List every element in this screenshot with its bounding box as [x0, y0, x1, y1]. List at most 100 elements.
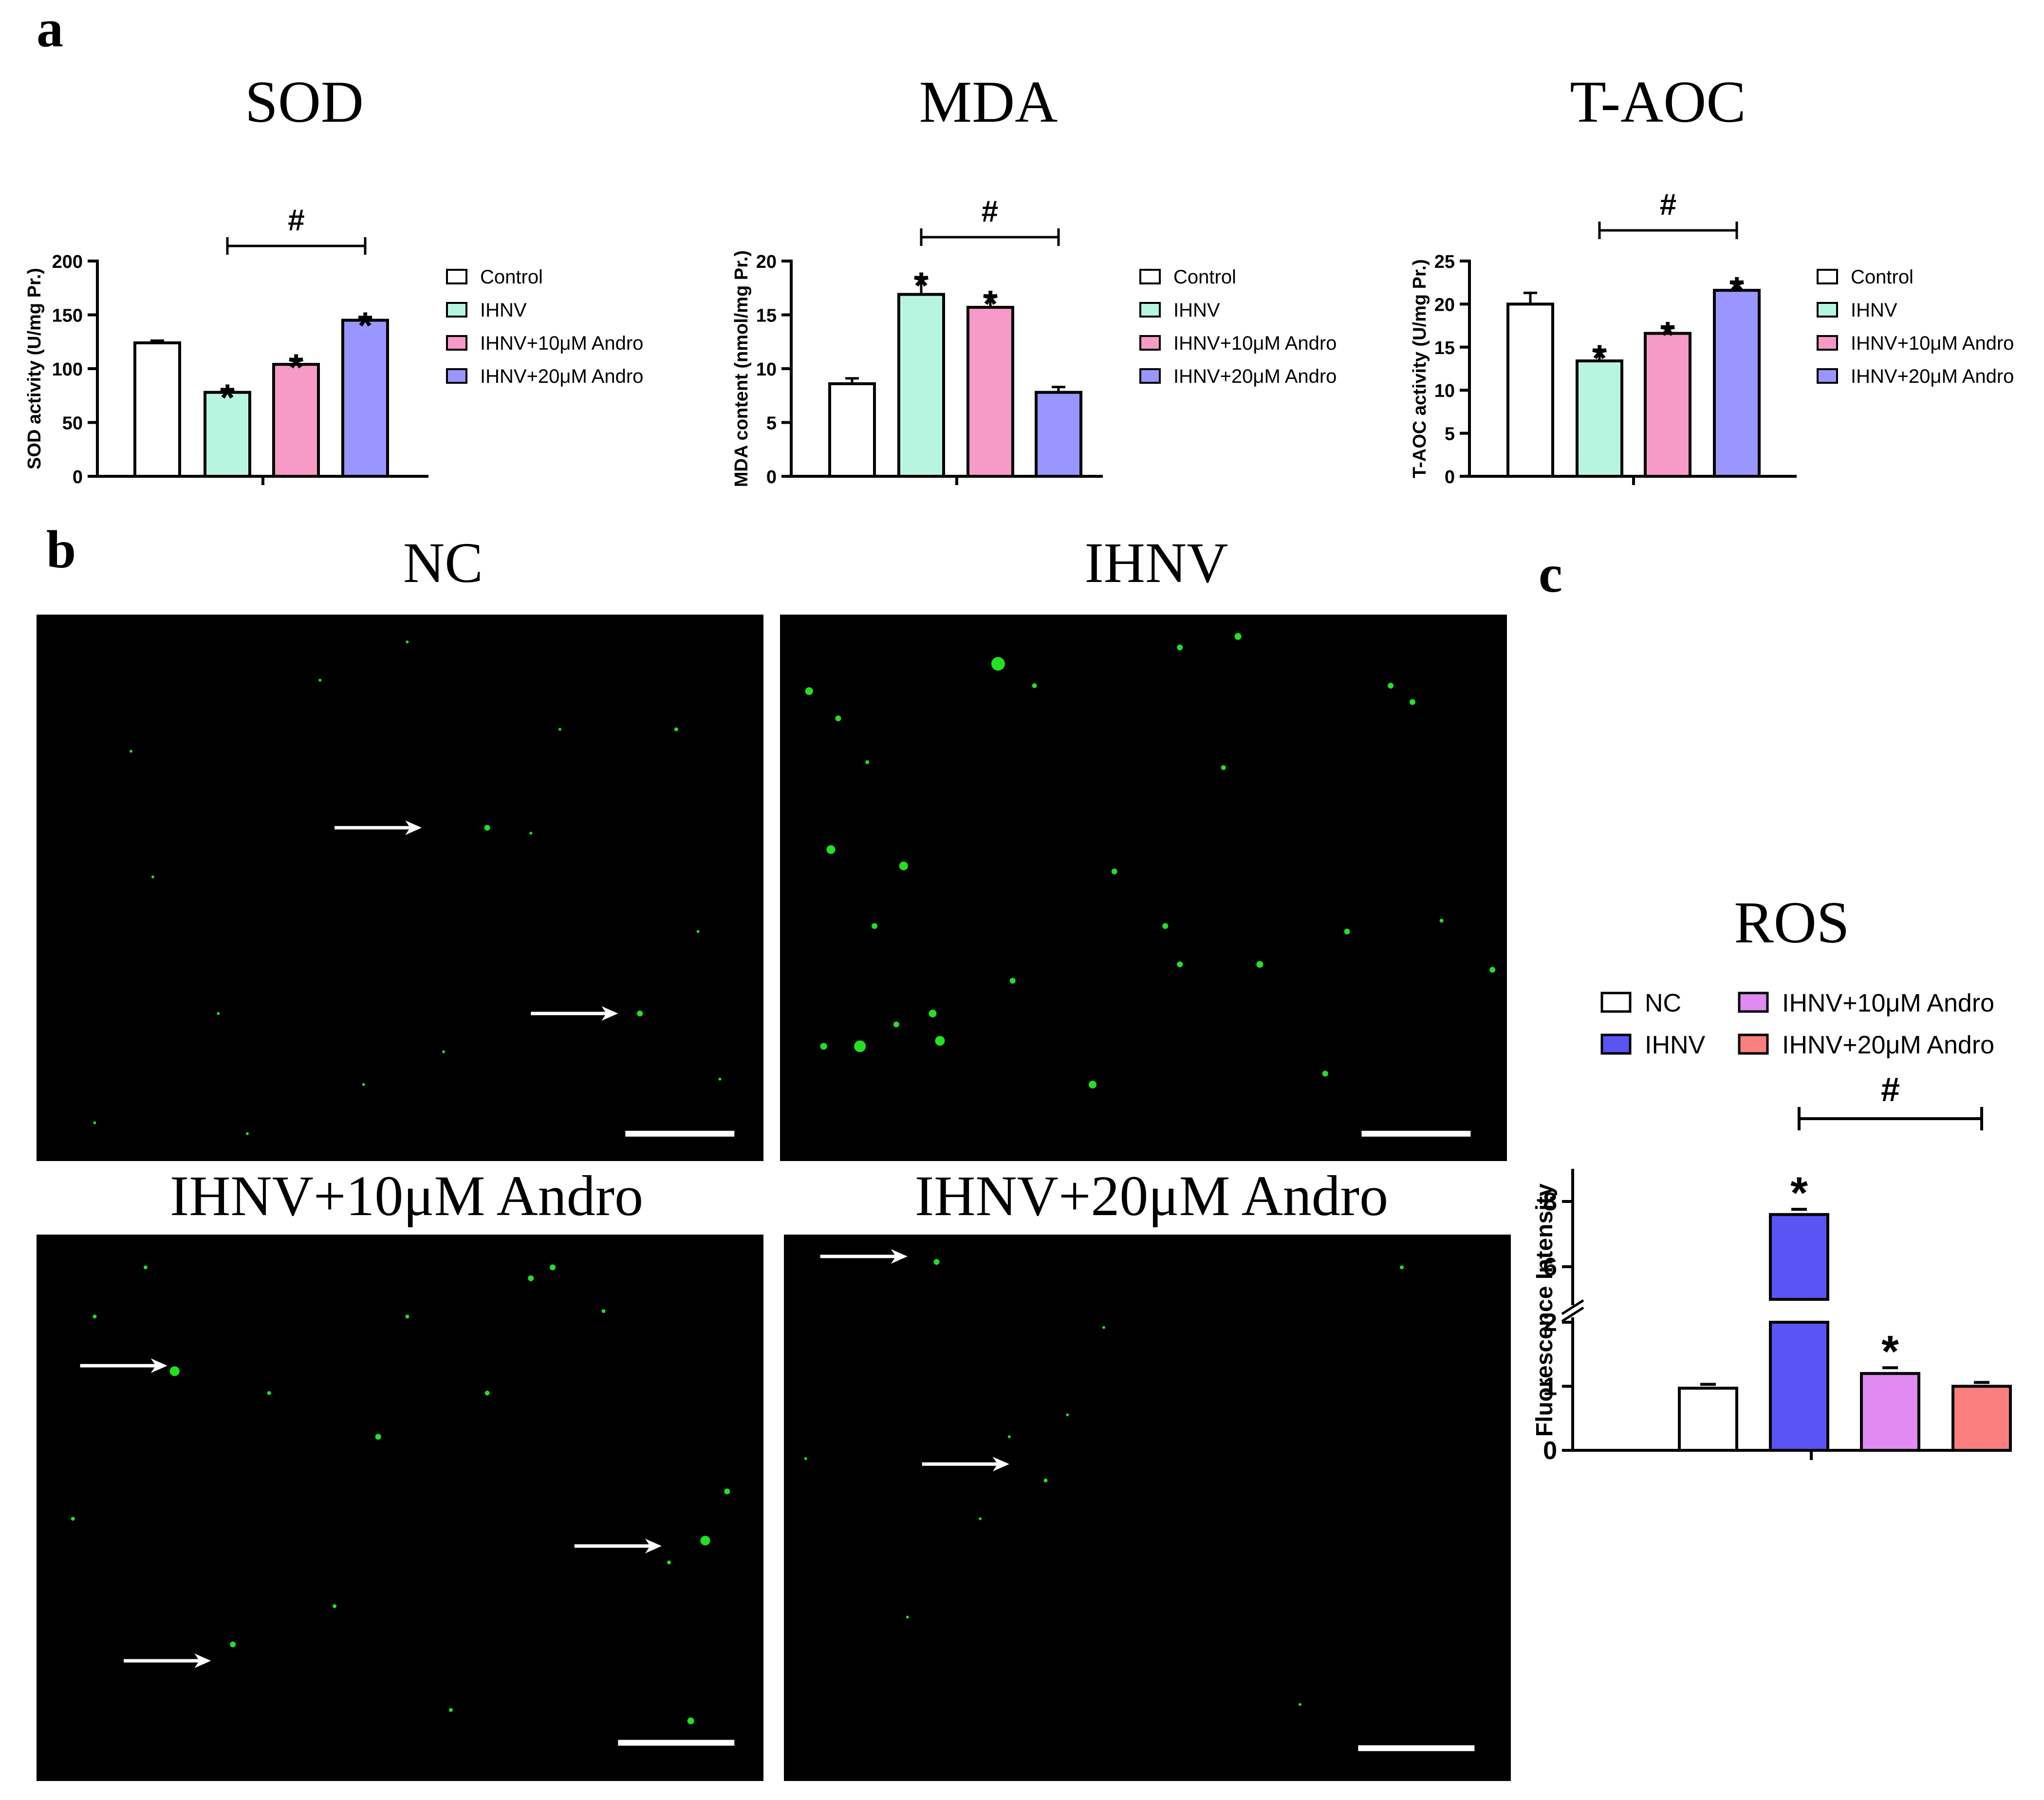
sod-y-axis-label: SOD activity (U/mg Pr.): [24, 268, 45, 469]
taoc-legend-swatch: [1817, 269, 1838, 284]
taoc-y-tick-label: 10: [1434, 381, 1455, 401]
micrograph-label-nc: NC: [403, 531, 483, 595]
ros-significance-star: *: [1790, 1168, 1808, 1218]
green-fluorescent-puncta: [865, 760, 870, 764]
sod-y-tick-label: 50: [62, 413, 83, 434]
sod-chart-title: SOD: [245, 69, 364, 135]
mda-legend-swatch: [1139, 269, 1161, 284]
micrograph-field: [37, 1235, 763, 1781]
taoc-legend-label: Control: [1851, 266, 1914, 288]
micrograph-field: [784, 1235, 1511, 1781]
taoc-y-tick-label: 5: [1445, 424, 1455, 445]
green-fluorescent-puncta: [245, 1132, 249, 1135]
mda-y-tick-label: 15: [756, 306, 777, 326]
arrow-icon: [992, 1457, 1009, 1472]
arrow-icon: [645, 1538, 662, 1554]
micrograph-nc: [37, 615, 763, 1161]
green-fluorescent-puncta: [405, 1314, 409, 1319]
green-fluorescent-puncta: [854, 1040, 866, 1052]
arrow-icon: [601, 1006, 618, 1021]
ros-legend-swatch: [1738, 1033, 1769, 1055]
taoc-legend-swatch: [1817, 368, 1838, 384]
green-fluorescent-puncta: [1162, 923, 1169, 929]
green-fluorescent-puncta: [529, 831, 533, 835]
mda-legend-swatch: [1139, 368, 1161, 384]
taoc-bar: [1713, 289, 1761, 478]
mda-legend-swatch: [1139, 335, 1161, 351]
green-fluorescent-puncta: [217, 1012, 220, 1015]
ros-y-tick-label: 0: [1543, 1437, 1557, 1465]
green-fluorescent-puncta: [1388, 682, 1394, 689]
green-fluorescent-puncta: [558, 728, 561, 731]
micrograph-ihnv-10: [37, 1235, 763, 1781]
green-fluorescent-puncta: [1234, 633, 1242, 640]
ros-legend-swatch: [1738, 992, 1769, 1013]
green-fluorescent-puncta: [718, 1077, 722, 1081]
ros-y-tick-label: 1: [1543, 1373, 1557, 1401]
green-fluorescent-puncta: [826, 845, 836, 854]
mda-bar: [1035, 391, 1082, 478]
green-fluorescent-puncta: [1344, 928, 1350, 935]
mda-y-tick-label: 5: [766, 413, 777, 434]
green-fluorescent-puncta: [1043, 1478, 1048, 1482]
ros-y-axis-label: Fluorescence Intensity: [1532, 1183, 1558, 1437]
green-fluorescent-puncta: [804, 1457, 807, 1461]
green-fluorescent-puncta: [667, 1560, 671, 1565]
green-fluorescent-puncta: [674, 727, 678, 731]
green-fluorescent-puncta: [1489, 967, 1496, 973]
green-fluorescent-puncta: [449, 1708, 453, 1712]
green-fluorescent-puncta: [143, 1265, 148, 1270]
green-fluorescent-puncta: [1177, 644, 1183, 651]
arrow-icon: [891, 1249, 908, 1264]
green-fluorescent-puncta: [1400, 1265, 1404, 1270]
sod-significance-star: *: [289, 346, 304, 389]
green-fluorescent-puncta: [550, 1264, 556, 1271]
green-fluorescent-puncta: [362, 1083, 365, 1086]
green-fluorescent-puncta: [899, 862, 908, 871]
ros-legend-label: NC: [1645, 989, 1681, 1017]
mda-legend-label: IHNV+10μM Andro: [1173, 333, 1337, 354]
mda-bracket-label: #: [982, 195, 998, 228]
mda-y-tick-label: 0: [766, 467, 777, 488]
green-fluorescent-puncta: [835, 715, 841, 722]
green-fluorescent-puncta: [1066, 1413, 1069, 1417]
green-fluorescent-puncta: [872, 923, 878, 929]
green-fluorescent-puncta: [484, 825, 490, 831]
ros-bar: [1678, 1387, 1738, 1452]
mda-y-tick-label: 20: [756, 252, 777, 272]
taoc-y-tick-label: 25: [1434, 252, 1455, 272]
green-fluorescent-puncta: [93, 1314, 97, 1319]
green-fluorescent-puncta: [333, 1604, 337, 1608]
green-fluorescent-puncta: [1009, 977, 1016, 984]
taoc-legend-label: IHNV+20μM Andro: [1851, 366, 2014, 387]
green-fluorescent-puncta: [696, 930, 700, 933]
green-fluorescent-puncta: [933, 1259, 940, 1265]
green-fluorescent-puncta: [929, 1010, 937, 1018]
green-fluorescent-puncta: [991, 656, 1005, 671]
ros-legend-label: IHNV: [1645, 1031, 1706, 1059]
ros-bar: [1951, 1385, 2012, 1452]
sod-y-tick-label: 100: [52, 359, 83, 380]
ros-legend-swatch: [1600, 1033, 1632, 1055]
micrograph-field: [37, 615, 763, 1161]
green-fluorescent-puncta: [528, 1275, 534, 1281]
green-fluorescent-puncta: [484, 1390, 490, 1396]
mda-y-tick-label: 10: [756, 359, 777, 380]
sod-legend-label: Control: [480, 266, 543, 288]
taoc-y-tick-label: 0: [1445, 467, 1455, 488]
micrograph-ihnv-20: [784, 1235, 1511, 1781]
arrow-icon: [194, 1653, 211, 1669]
green-fluorescent-puncta: [700, 1536, 710, 1546]
mda-bar: [966, 306, 1014, 478]
micrograph-label-ihnv: IHNV: [1085, 531, 1228, 595]
green-fluorescent-puncta: [1177, 961, 1183, 968]
micrograph-field: [780, 615, 1507, 1161]
sod-y-tick-label: 150: [52, 306, 83, 326]
panel-letter-a: a: [37, 0, 63, 58]
taoc-bar: [1576, 359, 1623, 478]
green-fluorescent-puncta: [637, 1011, 643, 1017]
green-fluorescent-puncta: [601, 1309, 606, 1313]
green-fluorescent-puncta: [169, 1366, 180, 1376]
